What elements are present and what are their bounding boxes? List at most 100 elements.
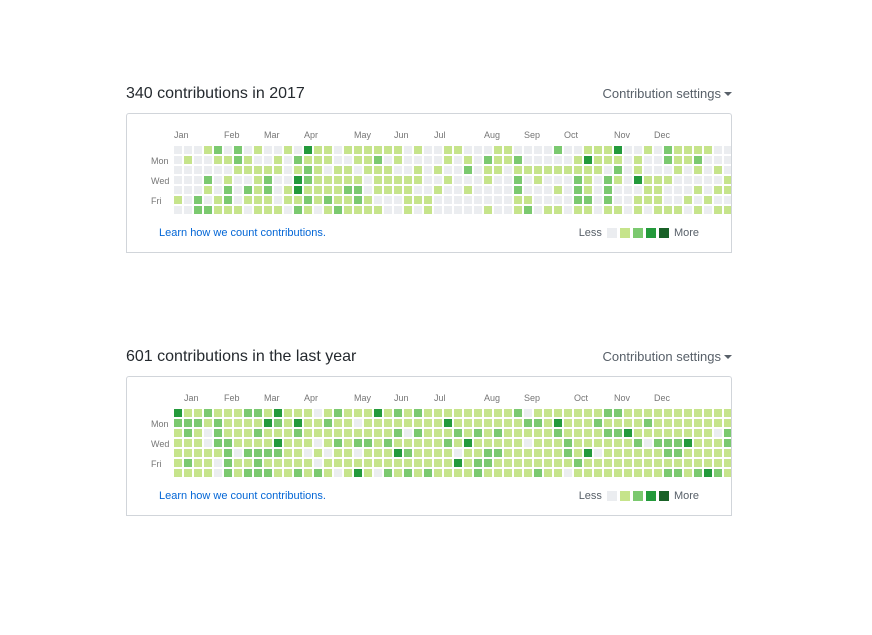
day-cell[interactable] [364, 469, 372, 477]
day-cell[interactable] [464, 186, 472, 194]
day-cell[interactable] [504, 409, 512, 417]
day-cell[interactable] [284, 146, 292, 154]
day-cell[interactable] [204, 156, 212, 164]
day-cell[interactable] [544, 419, 552, 427]
day-cell[interactable] [234, 419, 242, 427]
day-cell[interactable] [614, 206, 622, 214]
day-cell[interactable] [464, 156, 472, 164]
day-cell[interactable] [424, 146, 432, 154]
day-cell[interactable] [374, 146, 382, 154]
day-cell[interactable] [654, 419, 662, 427]
day-cell[interactable] [674, 449, 682, 457]
day-cell[interactable] [624, 459, 632, 467]
day-cell[interactable] [534, 186, 542, 194]
day-cell[interactable] [674, 459, 682, 467]
day-cell[interactable] [414, 166, 422, 174]
day-cell[interactable] [474, 439, 482, 447]
day-cell[interactable] [204, 459, 212, 467]
day-cell[interactable] [454, 196, 462, 204]
day-cell[interactable] [384, 469, 392, 477]
day-cell[interactable] [544, 469, 552, 477]
day-cell[interactable] [574, 469, 582, 477]
day-cell[interactable] [534, 146, 542, 154]
day-cell[interactable] [264, 439, 272, 447]
day-cell[interactable] [374, 166, 382, 174]
day-cell[interactable] [274, 166, 282, 174]
day-cell[interactable] [554, 469, 562, 477]
day-cell[interactable] [404, 429, 412, 437]
day-cell[interactable] [374, 429, 382, 437]
day-cell[interactable] [354, 186, 362, 194]
day-cell[interactable] [334, 459, 342, 467]
day-cell[interactable] [254, 176, 262, 184]
day-cell[interactable] [264, 459, 272, 467]
day-cell[interactable] [284, 176, 292, 184]
day-cell[interactable] [364, 439, 372, 447]
day-cell[interactable] [684, 429, 692, 437]
day-cell[interactable] [714, 449, 722, 457]
day-cell[interactable] [254, 459, 262, 467]
day-cell[interactable] [314, 146, 322, 154]
day-cell[interactable] [704, 146, 712, 154]
day-cell[interactable] [294, 206, 302, 214]
day-cell[interactable] [674, 186, 682, 194]
day-cell[interactable] [444, 459, 452, 467]
day-cell[interactable] [684, 419, 692, 427]
day-cell[interactable] [204, 429, 212, 437]
day-cell[interactable] [664, 166, 672, 174]
day-cell[interactable] [454, 146, 462, 154]
day-cell[interactable] [364, 419, 372, 427]
day-cell[interactable] [294, 419, 302, 427]
day-cell[interactable] [684, 176, 692, 184]
day-cell[interactable] [334, 166, 342, 174]
day-cell[interactable] [524, 166, 532, 174]
day-cell[interactable] [684, 146, 692, 154]
day-cell[interactable] [344, 409, 352, 417]
day-cell[interactable] [564, 166, 572, 174]
day-cell[interactable] [404, 206, 412, 214]
day-cell[interactable] [274, 459, 282, 467]
day-cell[interactable] [244, 449, 252, 457]
day-cell[interactable] [674, 409, 682, 417]
day-cell[interactable] [514, 206, 522, 214]
day-cell[interactable] [344, 206, 352, 214]
day-cell[interactable] [694, 469, 702, 477]
day-cell[interactable] [594, 469, 602, 477]
day-cell[interactable] [364, 176, 372, 184]
day-cell[interactable] [374, 156, 382, 164]
day-cell[interactable] [244, 419, 252, 427]
day-cell[interactable] [294, 439, 302, 447]
day-cell[interactable] [694, 439, 702, 447]
day-cell[interactable] [604, 469, 612, 477]
day-cell[interactable] [434, 156, 442, 164]
day-cell[interactable] [714, 166, 722, 174]
day-cell[interactable] [644, 206, 652, 214]
day-cell[interactable] [684, 156, 692, 164]
day-cell[interactable] [514, 166, 522, 174]
day-cell[interactable] [714, 439, 722, 447]
day-cell[interactable] [174, 176, 182, 184]
day-cell[interactable] [474, 146, 482, 154]
day-cell[interactable] [624, 429, 632, 437]
day-cell[interactable] [524, 206, 532, 214]
day-cell[interactable] [194, 156, 202, 164]
day-cell[interactable] [404, 409, 412, 417]
day-cell[interactable] [674, 196, 682, 204]
day-cell[interactable] [604, 156, 612, 164]
day-cell[interactable] [674, 156, 682, 164]
day-cell[interactable] [554, 419, 562, 427]
day-cell[interactable] [584, 439, 592, 447]
day-cell[interactable] [634, 186, 642, 194]
day-cell[interactable] [254, 419, 262, 427]
day-cell[interactable] [684, 449, 692, 457]
day-cell[interactable] [614, 409, 622, 417]
day-cell[interactable] [514, 186, 522, 194]
day-cell[interactable] [684, 439, 692, 447]
day-cell[interactable] [174, 196, 182, 204]
day-cell[interactable] [174, 449, 182, 457]
day-cell[interactable] [424, 186, 432, 194]
day-cell[interactable] [654, 429, 662, 437]
day-cell[interactable] [564, 439, 572, 447]
day-cell[interactable] [724, 156, 731, 164]
learn-contributions-link[interactable]: Learn how we count contributions. [159, 490, 326, 502]
